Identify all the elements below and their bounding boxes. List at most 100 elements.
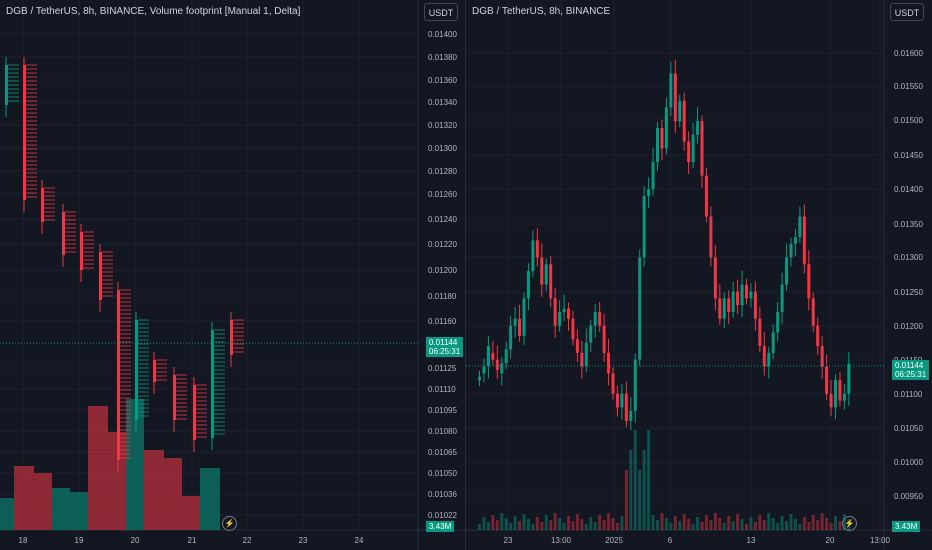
candle-body [495,359,499,370]
delta-volume-column [70,492,88,530]
volume-bar [825,518,829,530]
delta-volume-column [182,496,200,530]
candle-body [553,298,557,326]
volume-bar [771,518,775,530]
volume-bar [802,517,806,530]
candle-body [820,346,824,367]
footprint-candle-body [173,375,176,420]
time-tick-label: 19 [75,536,84,545]
left-chart-canvas[interactable]: 0.01400 0.01380 0.01360 0.01340 0.01320 0.013… [0,0,466,550]
candle-body [776,311,780,333]
volume-bar [838,521,842,530]
volume-bar [664,518,668,530]
volume-bar [696,517,700,530]
candle-body [540,257,544,285]
candle-body [749,291,753,299]
left-chart-pane[interactable]: 0.01400 0.01380 0.01360 0.01340 0.01320 0.013… [0,0,466,550]
volume-bar [495,520,499,530]
price-tick-label: 0.01300 [428,144,457,153]
candle-body [611,373,615,394]
candle-body [842,393,846,401]
candle-body [491,352,495,360]
volume-bar [504,518,508,530]
lightning-icon[interactable]: ⚡ [842,516,857,531]
volume-bar [780,516,784,530]
volume-bar [776,523,780,530]
price-tick-label: 0.01022 [428,511,457,520]
volume-bar [753,522,757,530]
candle-body [526,271,530,299]
price-tick-label: 0.01110 [428,385,456,394]
right-last-price-badge: 0.01144 06:25:31 [892,360,930,380]
volume-bar [651,515,655,530]
candle-body [722,298,726,319]
candle-body [575,339,579,353]
volume-bar [691,524,695,530]
candle-body [758,318,762,347]
volume-bar [584,524,588,530]
volume-bar [785,521,789,530]
price-tick-label: 0.01036 [428,490,457,499]
delta-volume-column [34,473,52,530]
right-currency-button[interactable]: USDT [890,3,924,21]
volume-bar [513,516,517,530]
candle-body [834,380,837,408]
time-tick-label: 21 [188,536,197,545]
candle-body [731,291,735,312]
volume-bar [593,522,597,530]
right-chart-pane[interactable]: 0.01600 0.01550 0.01500 0.01450 0.01400 0.013… [466,0,932,550]
volume-bar [660,513,664,530]
lightning-icon[interactable]: ⚡ [222,516,237,531]
candle-body [762,346,766,367]
volume-bar [727,516,731,530]
candle-body [789,243,793,258]
volume-bar [682,514,686,530]
volume-bar [486,522,490,530]
candle-body [669,73,673,108]
price-tick-label: 0.01360 [428,76,457,85]
volume-bar [745,524,748,530]
candle-body [829,393,833,408]
candle-body [571,318,575,340]
footprint-candle-body [62,212,65,255]
volume-bar [482,517,486,530]
volume-bar [615,523,619,530]
volume-bar [713,513,717,530]
price-tick-label: 0.01350 [894,220,923,229]
volume-bar [602,520,606,530]
volume-bar [704,515,708,530]
volume-bar [611,518,615,530]
left-last-price: 0.01144 [429,338,458,347]
footprint-candle-body [153,360,156,382]
candle-body [682,100,686,142]
delta-volume-column [144,450,164,530]
volume-bar [834,516,837,530]
price-tick-label: 0.01220 [428,240,457,249]
price-tick-label: 0.01000 [894,458,923,467]
volume-bar [673,516,677,530]
price-tick-label: 0.01200 [894,322,923,331]
candle-body [687,141,691,163]
candle-body [696,121,700,135]
right-chart-canvas[interactable]: 0.01600 0.01550 0.01500 0.01450 0.01400 0.013… [466,0,932,550]
volume-bar [598,515,602,530]
volume-bar [575,514,579,530]
delta-volume-column [88,406,108,530]
volume-bar [638,470,642,530]
volume-bar [647,430,651,530]
candle-body [847,363,851,394]
volume-bar [629,450,633,530]
volume-bar [633,430,637,530]
volume-bar [580,519,584,530]
volume-bar [642,450,646,530]
candle-body [478,376,481,381]
volume-bar [518,521,522,530]
candle-body [531,240,535,272]
candle-body [691,134,695,163]
left-currency-button[interactable]: USDT [424,3,458,21]
volume-bar [571,521,575,530]
candle-body [700,121,704,176]
left-countdown: 06:25:31 [429,347,461,356]
delta-volume-column [164,458,182,530]
volume-bar [731,521,735,530]
